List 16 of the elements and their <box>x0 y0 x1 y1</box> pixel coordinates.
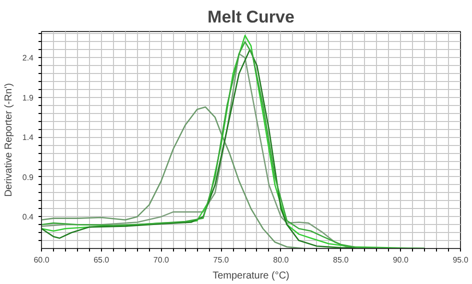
x-tick-label: 70.0 <box>153 256 170 264</box>
x-tick-label: 95.0 <box>452 256 469 264</box>
x-tick-label: 75.0 <box>213 256 230 264</box>
y-axis-title: Derivative Reporter (-Rn') <box>3 83 14 197</box>
x-axis-title: Temperature (°C) <box>212 270 290 282</box>
x-tick-label: 90.0 <box>392 256 409 264</box>
y-tick-label: 1.4 <box>22 133 34 142</box>
x-tick-label: 65.0 <box>94 256 110 264</box>
y-tick-label: 0.9 <box>22 172 34 182</box>
x-tick-label: 60.0 <box>34 256 50 264</box>
y-tick-label: 0.4 <box>22 212 34 222</box>
y-tick-label: 2.4 <box>22 54 34 63</box>
y-tick-label: 1.9 <box>22 93 34 102</box>
x-tick-label: 85.0 <box>333 256 350 264</box>
chart-title: Melt Curve <box>208 8 294 26</box>
x-tick-label: 80.0 <box>273 256 290 264</box>
